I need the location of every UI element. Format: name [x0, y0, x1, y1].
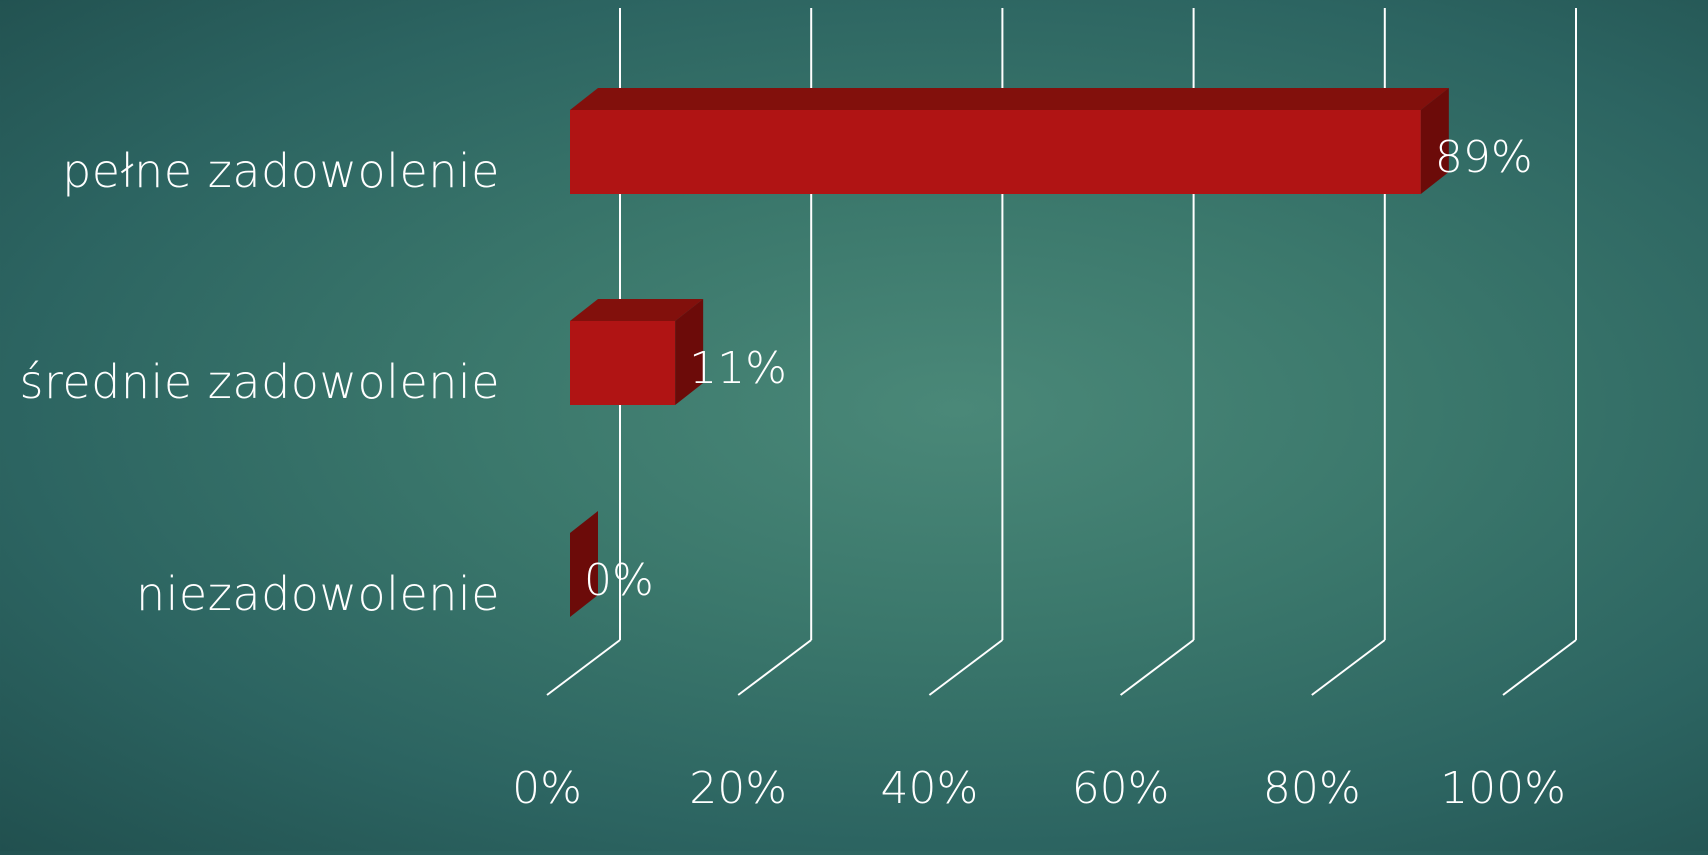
x-tick-label: 40%	[881, 763, 979, 814]
bar-side	[570, 511, 598, 617]
bar	[570, 110, 1421, 194]
x-tick-label: 80%	[1263, 763, 1361, 814]
bar	[570, 321, 676, 405]
category-label: niezadowolenie	[136, 567, 500, 621]
x-tick-label: 60%	[1072, 763, 1170, 814]
bar-top	[570, 299, 704, 321]
bar-side	[1420, 88, 1449, 194]
x-tick-label: 0%	[512, 763, 582, 814]
data-label: 11%	[689, 343, 787, 394]
floor-gridline	[546, 639, 621, 696]
bars-layer	[570, 88, 1449, 617]
floor-gridline	[928, 639, 1004, 696]
floor-gridline	[1119, 639, 1195, 696]
floor-gridline	[1502, 639, 1577, 696]
labels-layer: 0% 20% 40% 60% 80% 100% pełne zadowolenie 89% śr…	[20, 132, 1566, 814]
category-label: pełne zadowolenie	[62, 144, 500, 198]
bar-side	[675, 299, 704, 405]
category-label: średnie zadowolenie	[20, 355, 500, 409]
data-label: 0%	[584, 555, 654, 606]
x-tick-label: 100%	[1440, 763, 1566, 814]
floor-gridline	[737, 639, 812, 696]
bar-top	[570, 88, 1449, 110]
floor-gridline	[1311, 639, 1386, 696]
x-tick-label: 20%	[689, 763, 787, 814]
data-label: 89%	[1435, 132, 1533, 183]
